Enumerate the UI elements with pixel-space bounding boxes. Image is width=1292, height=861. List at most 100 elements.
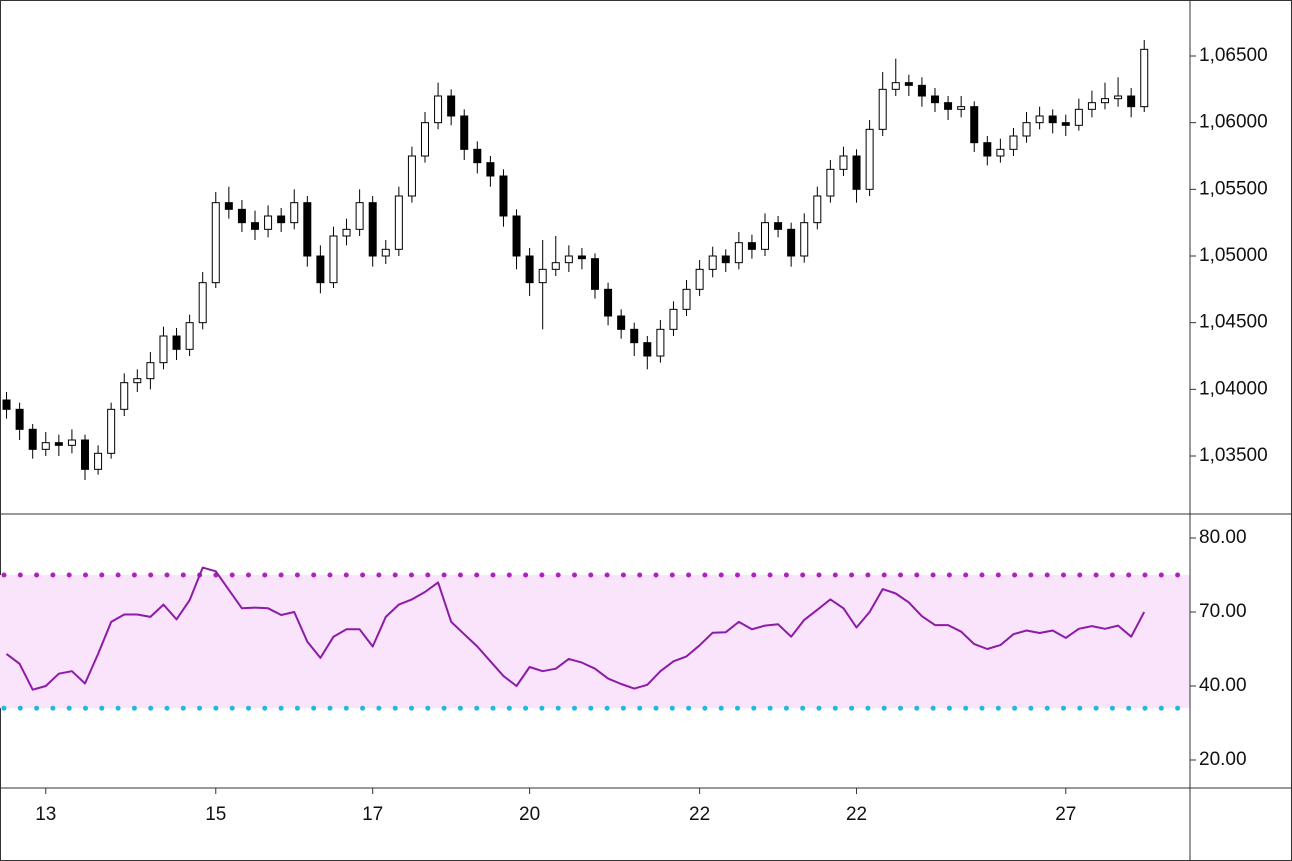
candle-body bbox=[54, 442, 63, 446]
candle-body bbox=[669, 308, 678, 330]
candle-body bbox=[407, 155, 416, 197]
y-tick-label: 1,03500 bbox=[1199, 445, 1268, 466]
candle-body bbox=[774, 222, 783, 230]
candle-body bbox=[1127, 95, 1136, 108]
candle-body bbox=[904, 82, 913, 86]
candle-body bbox=[931, 95, 939, 104]
candle-body bbox=[394, 195, 403, 250]
candle-body bbox=[970, 106, 979, 144]
candle-body bbox=[28, 428, 37, 450]
candle-body bbox=[1140, 48, 1149, 108]
candle-body bbox=[747, 242, 756, 250]
candle-body bbox=[211, 202, 220, 284]
candle-body bbox=[251, 222, 259, 230]
candle-body bbox=[682, 288, 691, 310]
candle-body bbox=[826, 168, 835, 197]
candle-body bbox=[94, 452, 103, 470]
candle-body bbox=[460, 115, 469, 150]
candle-body bbox=[486, 162, 495, 177]
candle-body bbox=[865, 128, 874, 190]
candle-body bbox=[264, 215, 273, 230]
candle-body bbox=[172, 335, 181, 350]
y-tick-label: 40.00 bbox=[1199, 675, 1247, 696]
candle-body bbox=[525, 255, 534, 284]
candle-body bbox=[41, 442, 50, 450]
candle-body bbox=[1048, 115, 1057, 124]
x-tick-label: 15 bbox=[205, 804, 226, 825]
candle-body bbox=[721, 255, 730, 264]
y-tick-label: 80.00 bbox=[1199, 527, 1247, 548]
candle-body bbox=[604, 288, 613, 317]
candle-body bbox=[290, 202, 299, 224]
candle-body bbox=[473, 148, 482, 164]
candle-body bbox=[1061, 122, 1070, 126]
candle-body bbox=[15, 408, 24, 430]
candle-body bbox=[708, 255, 717, 270]
x-tick-label: 17 bbox=[362, 804, 383, 825]
candle-body bbox=[577, 255, 586, 260]
candle-body bbox=[1022, 122, 1031, 137]
candle-body bbox=[551, 262, 560, 270]
candle-body bbox=[381, 248, 390, 257]
candle-body bbox=[564, 255, 573, 264]
candle-body bbox=[1087, 102, 1096, 110]
candle-body bbox=[1101, 98, 1109, 104]
candle-body bbox=[237, 208, 246, 224]
candle-body bbox=[891, 82, 900, 90]
candle-body bbox=[813, 195, 822, 224]
candle-body bbox=[734, 242, 743, 264]
level-band bbox=[0, 575, 1190, 709]
candle-body bbox=[185, 322, 194, 350]
candle-body bbox=[944, 102, 953, 110]
y-tick-label: 70.00 bbox=[1199, 601, 1247, 622]
candle-body bbox=[839, 155, 848, 170]
candle-body bbox=[434, 95, 443, 124]
candle-body bbox=[499, 175, 508, 217]
y-tick-label: 1,05000 bbox=[1199, 245, 1268, 266]
y-tick-label: 1,06000 bbox=[1199, 112, 1268, 133]
x-tick-label: 13 bbox=[35, 804, 56, 825]
x-tick-label: 22 bbox=[689, 804, 710, 825]
candle-body bbox=[787, 228, 796, 257]
candle-body bbox=[878, 88, 887, 130]
candle-body bbox=[447, 95, 456, 117]
candle-body bbox=[2, 399, 11, 410]
y-tick-label: 20.00 bbox=[1199, 749, 1247, 770]
candle-body bbox=[316, 255, 325, 284]
candle-body bbox=[303, 202, 312, 257]
candle-body bbox=[591, 258, 599, 290]
candle-body bbox=[107, 408, 116, 454]
candle-body bbox=[512, 215, 521, 257]
candle-body bbox=[1074, 108, 1083, 126]
candle-body bbox=[146, 362, 155, 380]
candle-body bbox=[643, 342, 652, 357]
candle-body bbox=[120, 382, 129, 410]
candle-body bbox=[67, 439, 76, 446]
y-tick-label: 1,04000 bbox=[1199, 378, 1268, 399]
candle-body bbox=[630, 328, 639, 344]
candle-body bbox=[538, 268, 547, 284]
candle-body bbox=[917, 84, 926, 97]
candle-body bbox=[983, 142, 992, 157]
candle-body bbox=[1035, 115, 1044, 124]
candle-body bbox=[852, 155, 861, 190]
candle-body bbox=[957, 106, 966, 110]
candle-body bbox=[81, 439, 89, 470]
x-tick-label: 22 bbox=[846, 804, 867, 825]
candle-body bbox=[695, 268, 704, 290]
candle-body bbox=[133, 378, 142, 384]
x-tick-label: 20 bbox=[519, 804, 540, 825]
candle-body bbox=[761, 222, 769, 250]
candle-body bbox=[277, 215, 286, 224]
candle-body bbox=[355, 202, 364, 230]
y-tick-label: 1,06500 bbox=[1199, 45, 1268, 66]
candle-body bbox=[224, 202, 233, 210]
y-tick-label: 1,04500 bbox=[1199, 312, 1268, 333]
candle-body bbox=[329, 235, 338, 284]
candle-body bbox=[656, 328, 665, 357]
candle-body bbox=[1009, 135, 1018, 150]
candle-body bbox=[198, 282, 207, 324]
